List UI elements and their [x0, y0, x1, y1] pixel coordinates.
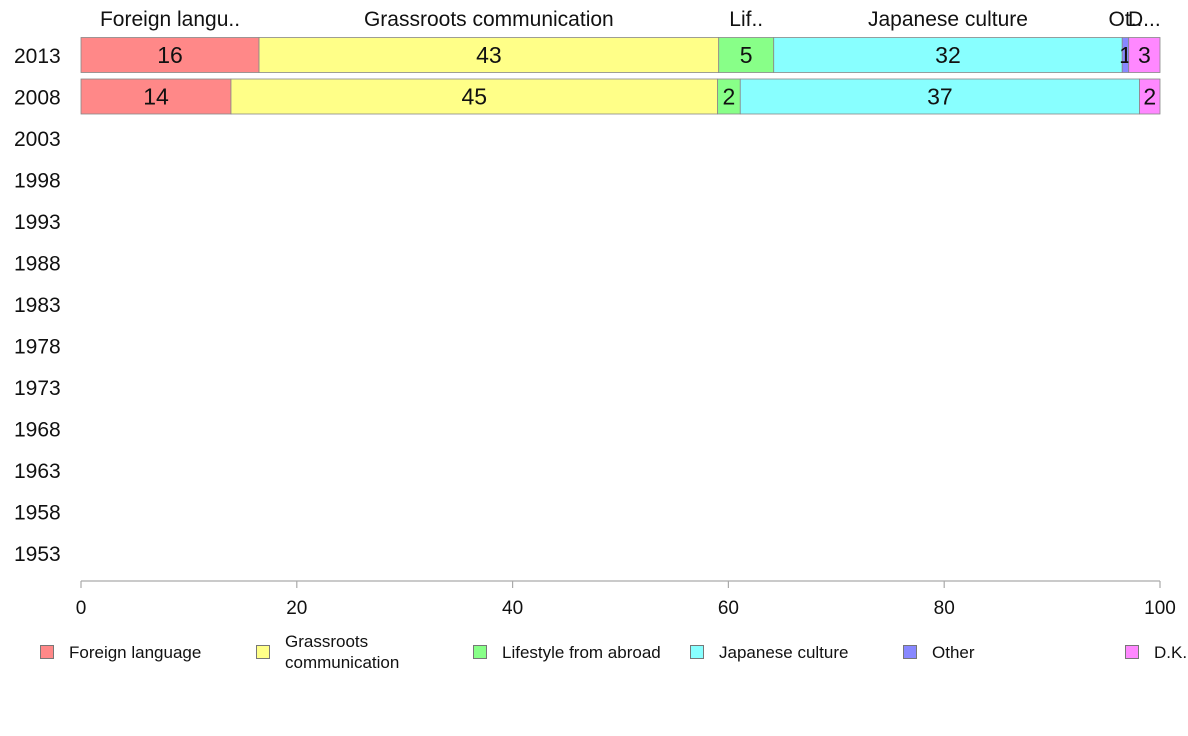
legend-swatch-other [903, 645, 917, 659]
bar-area: 16 43 5 32 1 314 45 2 37 2 [80, 37, 1161, 115]
legend-label-japanese-culture: Japanese culture [719, 642, 849, 662]
year-label-1978: 1978 [14, 336, 61, 359]
value-label-foreign-language-2008: 14 [143, 84, 169, 110]
legend-item-other: Other [903, 628, 975, 676]
year-label-1953: 1953 [14, 543, 61, 566]
legend-item-d-k: D.K. [1125, 628, 1187, 676]
year-label-1998: 1998 [14, 170, 61, 193]
year-axis-labels: 2013 2008 2003 1998 1993 1988 1983 1978 1973 1968… [14, 45, 61, 566]
x-tick-label-40: 40 [502, 598, 523, 619]
year-label-1973: 1973 [14, 377, 61, 400]
bar-grassroots-communication-2008 [230, 78, 719, 115]
legend-label-d-k: D.K. [1154, 642, 1188, 662]
value-label-japanese-culture-2013: 32 [935, 42, 961, 68]
legend-label-grassroots-communication: Grassroots communication [285, 632, 400, 672]
series-header-d-k: D... [1128, 8, 1161, 31]
bar-d-k-2013 [1128, 37, 1161, 73]
stacked-bar-chart: Foreign langu.. Grassroots communication L… [14, 8, 1176, 619]
series-header-other: Ot.. [1109, 8, 1143, 31]
x-tick-label-100: 100 [1144, 598, 1176, 619]
value-label-grassroots-communication-2013: 43 [476, 42, 502, 68]
legend-swatch-japanese-culture [690, 645, 704, 659]
series-header-lifestyle-from-abroad: Lif.. [729, 8, 763, 31]
legend-swatch-lifestyle-from-abroad [473, 645, 487, 659]
year-label-1988: 1988 [14, 253, 61, 276]
value-label-d-k-2013: 3 [1138, 42, 1151, 68]
x-axis: 0 20 40 60 80 100 [76, 580, 1176, 619]
legend-item-japanese-culture: Japanese culture [690, 628, 848, 676]
legend-label-lifestyle-from-abroad: Lifestyle from abroad [502, 642, 661, 662]
legend: Foreign language Grassroots communication… [0, 628, 1188, 678]
value-label-japanese-culture-2008: 37 [927, 84, 953, 110]
x-tick-label-60: 60 [718, 598, 739, 619]
legend-swatch-d-k [1125, 645, 1139, 659]
x-tick-label-80: 80 [934, 598, 955, 619]
legend-item-grassroots-communication: Grassroots communication [256, 628, 399, 676]
year-label-2003: 2003 [14, 128, 61, 151]
legend-item-foreign-language: Foreign language [40, 628, 201, 676]
year-label-1963: 1963 [14, 460, 61, 483]
legend-label-foreign-language: Foreign language [69, 642, 202, 662]
legend-swatch-foreign-language [40, 645, 54, 659]
legend-item-lifestyle-from-abroad: Lifestyle from abroad [473, 628, 661, 676]
x-tick-label-20: 20 [286, 598, 307, 619]
value-label-lifestyle-from-abroad-2013: 5 [740, 42, 753, 68]
bar-japanese-culture-2008 [739, 78, 1140, 115]
year-label-1983: 1983 [14, 294, 61, 317]
year-label-2008: 2008 [14, 87, 61, 110]
legend-swatch-grassroots-communication [256, 645, 270, 659]
bar-d-k-2008 [1139, 78, 1161, 115]
bar-grassroots-communication-2013 [258, 37, 720, 73]
series-header-japanese-culture: Japanese culture [868, 8, 1028, 31]
value-label-grassroots-communication-2008: 45 [461, 84, 487, 110]
year-label-1958: 1958 [14, 502, 61, 525]
value-label-foreign-language-2013: 16 [157, 42, 183, 68]
value-label-lifestyle-from-abroad-2008: 2 [723, 84, 736, 110]
year-label-1993: 1993 [14, 211, 61, 234]
legend-label-other: Other [932, 642, 975, 662]
series-header-foreign-language: Foreign langu.. [100, 8, 240, 31]
series-header-grassroots-communication: Grassroots communication [364, 8, 614, 31]
year-label-2013: 2013 [14, 45, 61, 68]
year-label-1968: 1968 [14, 419, 61, 442]
series-header-labels: Foreign langu.. Grassroots communication L… [100, 8, 1161, 31]
x-tick-label-0: 0 [76, 598, 87, 619]
value-label-d-k-2008: 2 [1143, 84, 1156, 110]
bar-foreign-language-2008 [80, 78, 232, 115]
